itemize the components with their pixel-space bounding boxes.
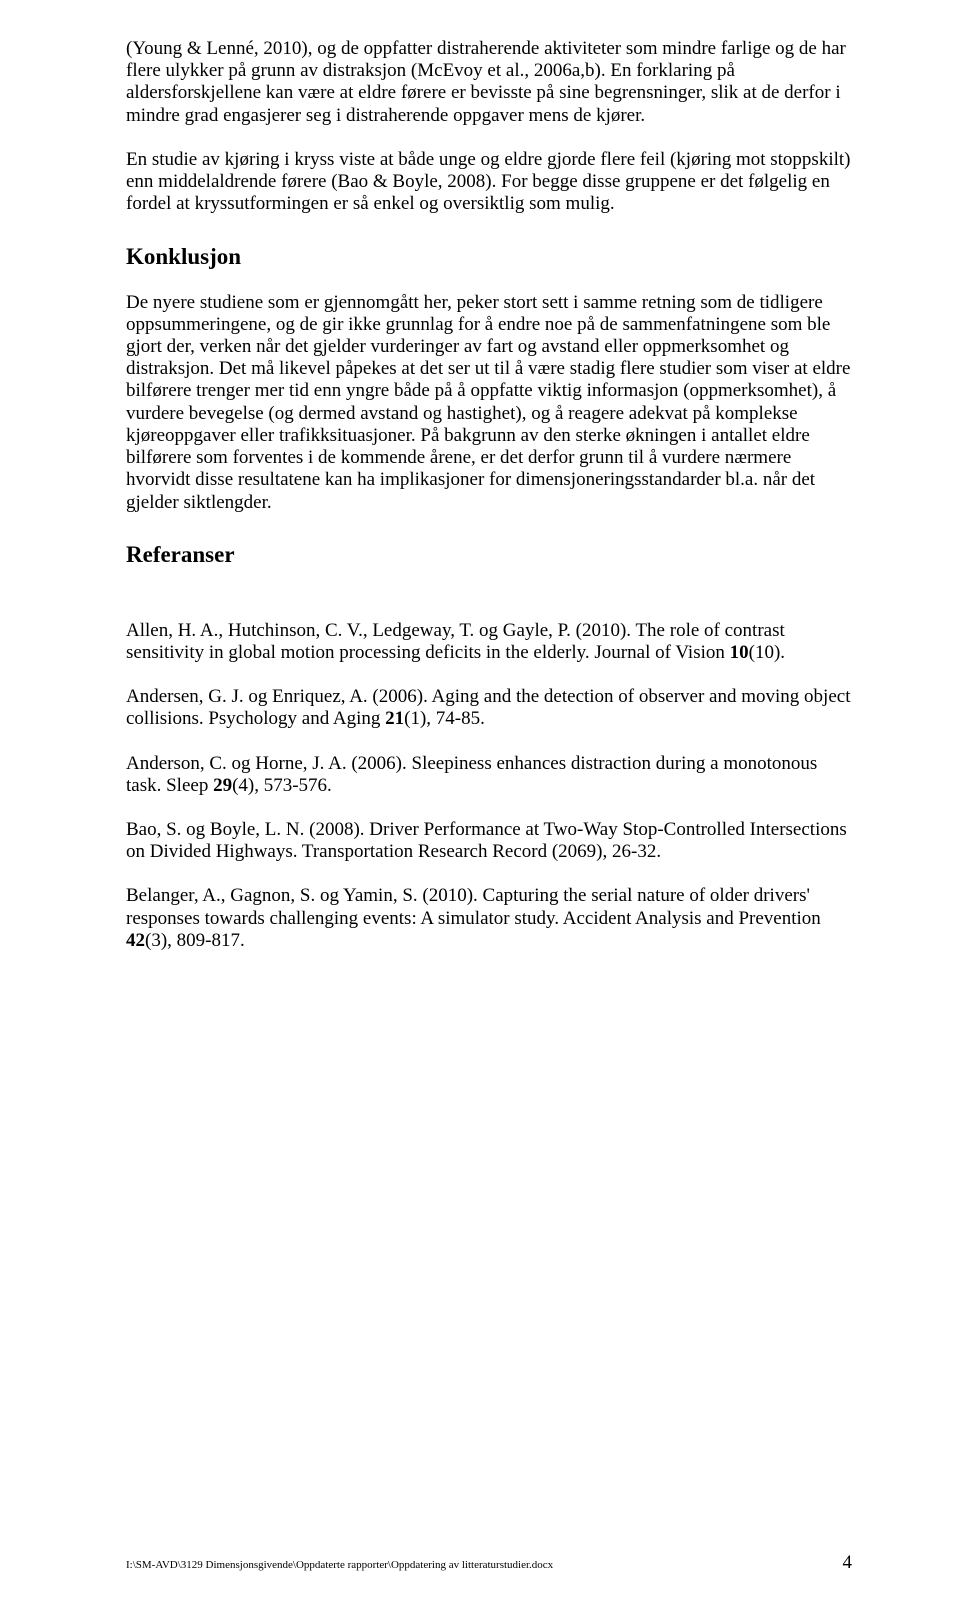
footer-file-path: I:\SM-AVD\3129 Dimensjonsgivende\Oppdate… (126, 1559, 553, 1571)
ref-text: (4), 573-576. (232, 775, 332, 796)
page-footer: I:\SM-AVD\3129 Dimensjonsgivende\Oppdate… (126, 1552, 852, 1574)
ref-text: (1), 74-85. (404, 708, 485, 729)
reference-4: Bao, S. og Boyle, L. N. (2008). Driver P… (126, 819, 852, 863)
ref-text: (3), 809-817. (145, 930, 245, 951)
ref-volume: 42 (126, 930, 145, 951)
ref-volume: 21 (385, 708, 404, 729)
paragraph-3: De nyere studiene som er gjennomgått her… (126, 292, 852, 514)
references-block: Allen, H. A., Hutchinson, C. V., Ledgewa… (126, 620, 852, 952)
page-content: (Young & Lenné, 2010), og de oppfatter d… (0, 0, 960, 952)
ref-text: Allen, H. A., Hutchinson, C. V., Ledgewa… (126, 620, 785, 663)
ref-text: (10). (749, 642, 785, 663)
ref-text: Belanger, A., Gagnon, S. og Yamin, S. (2… (126, 885, 821, 928)
reference-5: Belanger, A., Gagnon, S. og Yamin, S. (2… (126, 885, 852, 952)
reference-1: Allen, H. A., Hutchinson, C. V., Ledgewa… (126, 620, 852, 664)
heading-konklusjon: Konklusjon (126, 244, 852, 270)
footer-page-number: 4 (843, 1552, 853, 1574)
paragraph-2: En studie av kjøring i kryss viste at bå… (126, 149, 852, 216)
reference-3: Anderson, C. og Horne, J. A. (2006). Sle… (126, 753, 852, 797)
paragraph-1: (Young & Lenné, 2010), og de oppfatter d… (126, 38, 852, 127)
ref-volume: 29 (213, 775, 232, 796)
reference-2: Andersen, G. J. og Enriquez, A. (2006). … (126, 686, 852, 730)
ref-text: Andersen, G. J. og Enriquez, A. (2006). … (126, 686, 850, 729)
heading-referanser: Referanser (126, 542, 852, 568)
ref-volume: 10 (730, 642, 749, 663)
